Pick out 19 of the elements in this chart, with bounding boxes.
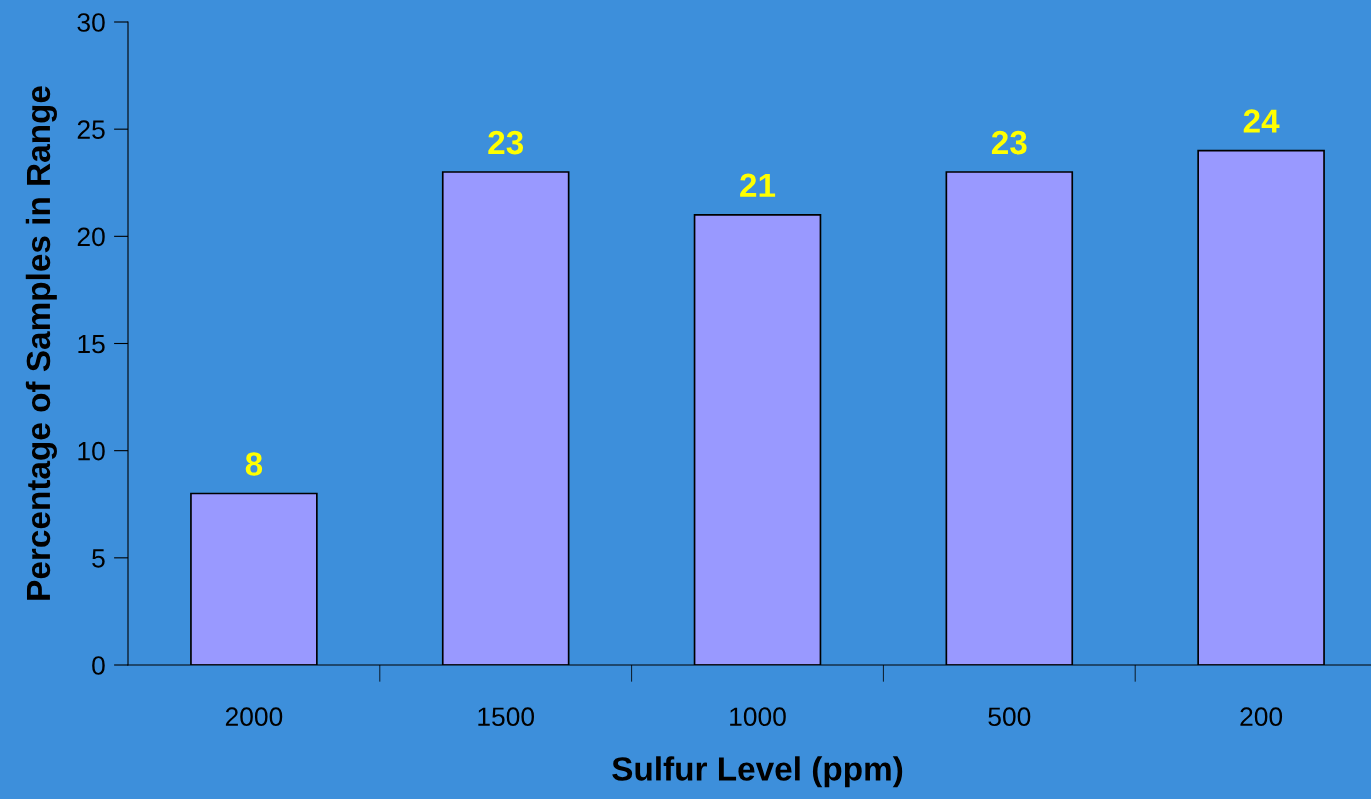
data-label: 24 (1243, 109, 1280, 133)
y-tick-label: 20 (77, 227, 105, 247)
data-label: 8 (245, 452, 263, 476)
y-tick-label: 25 (77, 120, 105, 139)
y-tick-label: 10 (78, 441, 105, 461)
x-tick-label: 1000 (730, 707, 786, 727)
y-tick-label: 15 (78, 334, 105, 354)
x-tick-label: 1500 (478, 707, 535, 727)
x-axis-title: Sulfur Level (ppm) (612, 756, 903, 788)
x-tick-label: 2000 (225, 707, 283, 727)
x-tick-label: 200 (1240, 707, 1283, 727)
data-label: 21 (740, 173, 776, 197)
y-tick-label: 5 (92, 549, 105, 568)
y-tick-label: 0 (92, 656, 105, 675)
y-tick-label: 30 (77, 13, 105, 32)
x-tick-label: 500 (988, 707, 1031, 727)
data-label: 23 (991, 130, 1027, 155)
y-axis-title: Percentage of Samples in Range (25, 86, 57, 600)
data-label: 23 (488, 130, 524, 155)
